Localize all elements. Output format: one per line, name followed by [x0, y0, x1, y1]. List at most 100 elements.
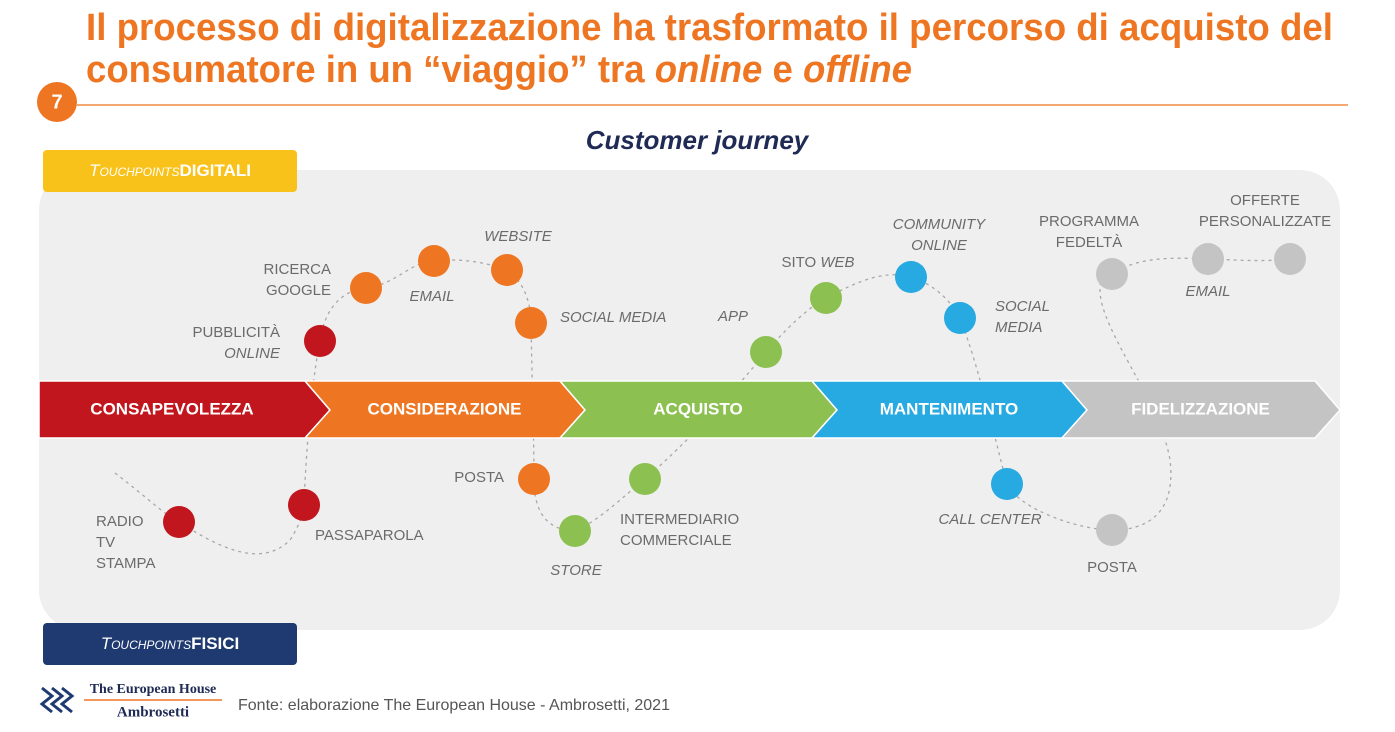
touchpoint-dot	[750, 336, 782, 368]
touchpoint: PUBBLICITÀ ONLINE	[192, 324, 336, 362]
text-segment: PUBBLICITÀ	[192, 324, 280, 341]
touchpoint-dot	[518, 463, 550, 495]
text-segment: PROGRAMMA	[1039, 213, 1139, 230]
text-line: EMAIL	[409, 288, 454, 305]
text-line: SOCIAL	[995, 298, 1050, 315]
text-line: ONLINE	[224, 345, 281, 362]
touchpoint: OFFERTE PERSONALIZZATE	[1199, 192, 1331, 275]
text-line: Il processo di digitalizzazione ha trasf…	[86, 7, 1333, 49]
text-segment: e	[762, 49, 803, 91]
text-line: GOOGLE	[266, 282, 331, 299]
stage-label: MANTENIMENTO	[880, 399, 1019, 418]
text-line: ONLINE	[911, 237, 968, 254]
physical-badge-text: TouchpointsFISICI	[101, 634, 240, 653]
text-line: WEBSITE	[484, 228, 553, 245]
title: Il processo di digitalizzazione ha trasf…	[86, 7, 1333, 91]
touchpoint: SITO WEB	[781, 254, 855, 314]
stage-label: FIDELIZZAZIONE	[1131, 399, 1270, 418]
touchpoint-dot	[515, 307, 547, 339]
touchpoint: APP	[717, 308, 782, 368]
touchpoint: SOCIAL MEDIA	[944, 298, 1050, 336]
stage-arrow	[1060, 380, 1341, 439]
logo-line: The European House	[90, 682, 217, 697]
text-segment: MEDIA	[995, 319, 1043, 336]
text-segment: STAMPA	[96, 555, 155, 572]
text-line: RADIO	[96, 513, 144, 530]
text-line: consumatore in un “viaggio” tra online e…	[86, 49, 912, 91]
text-segment: COMMUNITY	[893, 216, 986, 233]
touchpoint-dot	[350, 272, 382, 304]
touchpoint: INTERMEDIARIO COMMERCIALE	[620, 463, 739, 549]
source-note: Fonte: elaborazione The European House -…	[238, 697, 670, 714]
touchpoint-dot	[895, 261, 927, 293]
text-line: SOCIAL MEDIA	[560, 309, 666, 326]
text-line: INTERMEDIARIO	[620, 511, 739, 528]
text-line: PASSAPAROLA	[315, 527, 424, 544]
text-segment: RADIO	[96, 513, 144, 530]
touchpoint: PROGRAMMA FEDELTÀ	[1039, 213, 1139, 290]
text-segment: INTERMEDIARIO	[620, 511, 739, 528]
text-line: STORE	[550, 562, 602, 579]
touchpoint-dot	[163, 506, 195, 538]
text-segment: OFFERTE	[1230, 192, 1300, 209]
text-segment: SOCIAL MEDIA	[560, 309, 666, 326]
text-line: POSTA	[1087, 559, 1137, 576]
text-segment: PASSAPAROLA	[315, 527, 424, 544]
text-segment: WEB	[820, 254, 854, 271]
text-line: MEDIA	[995, 319, 1043, 336]
touchpoint: SOCIAL MEDIA	[515, 307, 666, 339]
touchpoint: WEBSITE	[484, 228, 553, 286]
touchpoint: POSTA	[454, 463, 550, 495]
text-segment: EMAIL	[409, 288, 454, 305]
text-segment: POSTA	[454, 469, 504, 486]
text-segment: FEDELTÀ	[1056, 234, 1122, 251]
touchpoint-dot	[288, 489, 320, 521]
touchpoint-dot	[491, 254, 523, 286]
stage-label: CONSAPEVOLEZZA	[90, 399, 253, 418]
text-line: APP	[717, 308, 748, 325]
text-line: PUBBLICITÀ	[192, 324, 280, 341]
text-segment: SITO	[781, 254, 820, 271]
touchpoint-dot	[1192, 243, 1224, 275]
touchpoint-dot	[1096, 258, 1128, 290]
text-segment: ONLINE	[911, 237, 968, 254]
badge-lead: Touchpoints	[101, 634, 191, 653]
text-line: FEDELTÀ	[1056, 234, 1122, 251]
text-line: OFFERTE	[1230, 192, 1300, 209]
page-number-badge	[37, 82, 77, 122]
touchpoint-dot	[991, 468, 1023, 500]
text-segment: POSTA	[1087, 559, 1137, 576]
logo-line: Ambrosetti	[117, 704, 189, 720]
stage-label: CONSIDERAZIONE	[368, 399, 522, 418]
page-number: 7	[51, 91, 62, 113]
touchpoint: STORE	[550, 515, 603, 579]
touchpoint-dot	[418, 245, 450, 277]
text-segment: offline	[803, 49, 912, 91]
text-line: PROGRAMMA	[1039, 213, 1139, 230]
text-line: COMMUNITY	[893, 216, 986, 233]
text-line: PERSONALIZZATE	[1199, 213, 1331, 230]
text-segment: COMMERCIALE	[620, 532, 732, 549]
text-segment: EMAIL	[1185, 283, 1230, 300]
digital-badge-text: TouchpointsDIGITALI	[89, 161, 251, 180]
touchpoints: PUBBLICITÀ ONLINE RICERCA GOOGLE EMAIL WEBSIT…	[96, 192, 1331, 579]
text-segment: RICERCA	[263, 261, 331, 278]
touchpoint: CALL CENTER	[938, 468, 1042, 528]
text-line: STAMPA	[96, 555, 155, 572]
touchpoint-dot	[944, 302, 976, 334]
touchpoint: PASSAPAROLA	[288, 489, 424, 544]
touchpoint-dot	[810, 282, 842, 314]
stage-label: ACQUISTO	[653, 399, 742, 418]
stages: CONSAPEVOLEZZA CONSIDERAZIONE ACQUISTO MANT…	[38, 380, 1341, 439]
touchpoint-dot	[559, 515, 591, 547]
touchpoint: EMAIL	[409, 245, 455, 305]
text-segment: CALL CENTER	[938, 511, 1041, 528]
physical-badge	[43, 623, 297, 665]
touchpoint-dot	[1096, 514, 1128, 546]
text-line: RICERCA	[263, 261, 331, 278]
badge-bold: FISICI	[191, 634, 239, 653]
text-line: CALL CENTER	[938, 511, 1041, 528]
touchpoint: EMAIL	[1185, 243, 1231, 300]
